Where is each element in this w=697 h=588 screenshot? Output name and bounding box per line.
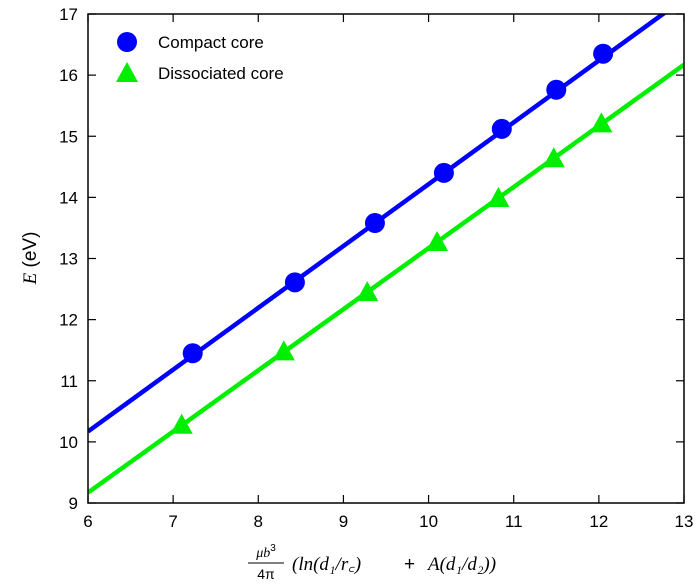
y-tick-label: 14 xyxy=(59,188,78,207)
data-point-compact-core xyxy=(491,118,512,139)
data-point-compact-core xyxy=(593,43,614,64)
data-point-compact-core xyxy=(433,162,454,183)
y-tick-label: 11 xyxy=(60,372,78,391)
series-compact-core xyxy=(88,14,667,434)
data-point-compact-core xyxy=(546,79,567,100)
fit-line-dissociated-core xyxy=(88,62,684,495)
x-tick-label: 6 xyxy=(83,512,92,531)
y-tick-label: 17 xyxy=(59,5,78,24)
y-axis-symbol: E xyxy=(20,272,41,285)
legend: Compact core Dissociated core xyxy=(116,32,284,83)
y-tick-label: 10 xyxy=(59,433,78,452)
data-point-dissociated-core xyxy=(590,112,613,133)
x-tick-label: 9 xyxy=(339,512,348,531)
y-tick-label: 15 xyxy=(59,127,78,146)
x-tick-label: 8 xyxy=(254,512,263,531)
x-label-a-part: A(d₁/d₂)) xyxy=(426,554,496,575)
y-tick-label: 13 xyxy=(59,250,78,269)
data-point-dissociated-core xyxy=(170,413,193,434)
x-tick-label: 12 xyxy=(589,512,608,531)
data-point-compact-core xyxy=(284,272,305,293)
data-point-dissociated-core xyxy=(272,340,295,361)
data-point-dissociated-core xyxy=(542,147,565,168)
data-point-dissociated-core xyxy=(487,186,510,207)
y-tick-label: 9 xyxy=(69,494,78,513)
x-tick-label: 10 xyxy=(419,512,438,531)
x-tick-label: 11 xyxy=(505,512,523,531)
x-label-plus: + xyxy=(404,554,415,575)
legend-label-compact-core: Compact core xyxy=(158,33,264,52)
y-tick-label: 16 xyxy=(59,66,78,85)
data-point-dissociated-core xyxy=(426,230,449,251)
data-point-compact-core xyxy=(364,213,385,234)
x-tick-label: 13 xyxy=(675,512,694,531)
x-label-prefix-denominator: 4π xyxy=(257,566,275,582)
y-axis-unit: (eV) xyxy=(20,232,41,268)
legend-marker-compact-core xyxy=(117,32,137,52)
series-layer xyxy=(88,14,684,495)
legend-label-dissociated-core: Dissociated core xyxy=(158,64,284,83)
x-axis-label: μb3 4π (ln(d₁/r꜀) + A(d₁/d₂)) xyxy=(248,543,496,582)
y-axis-label: E (eV) xyxy=(20,232,41,286)
x-label-prefix-numerator: μb3 xyxy=(255,543,276,561)
data-point-dissociated-core xyxy=(356,281,379,302)
data-point-compact-core xyxy=(182,343,203,364)
series-dissociated-core xyxy=(88,62,684,495)
legend-marker-dissociated-core xyxy=(116,62,138,82)
x-label-ln-part: (ln(d₁/r꜀) xyxy=(292,554,361,575)
tick-layer: 6 7 8 9 10 11 12 13 9 10 11 12 13 14 15 16 17 xyxy=(59,5,693,531)
y-tick-label: 12 xyxy=(59,311,78,330)
x-tick-label: 7 xyxy=(168,512,177,531)
